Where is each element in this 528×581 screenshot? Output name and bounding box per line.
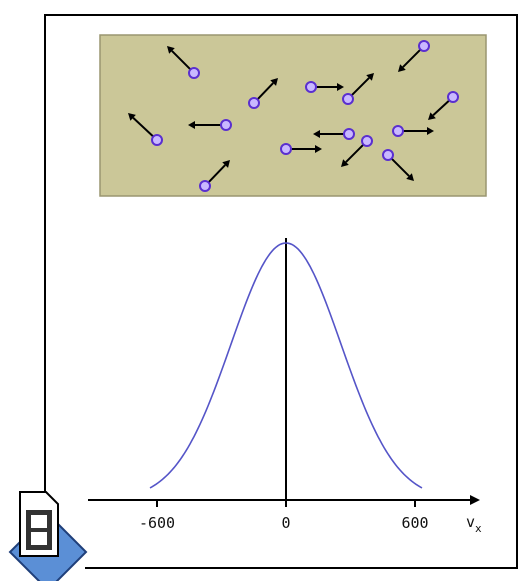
molecule — [188, 67, 200, 79]
arrow-head — [270, 78, 278, 86]
icon-frame — [31, 532, 47, 545]
molecule — [220, 119, 232, 131]
molecule — [305, 81, 317, 93]
molecule — [418, 40, 430, 52]
velocity-arrow — [390, 157, 410, 177]
distribution-curve — [149, 242, 423, 489]
velocity-arrow — [171, 50, 192, 71]
gas-box — [99, 34, 487, 197]
molecule — [361, 135, 373, 147]
arrow-head — [398, 64, 406, 72]
velocity-arrow — [402, 48, 422, 68]
molecule — [151, 134, 163, 146]
arrow-head — [406, 173, 414, 181]
molecule — [280, 143, 292, 155]
velocity-arrow — [132, 117, 155, 138]
molecule — [342, 93, 354, 105]
molecule — [199, 180, 211, 192]
molecule — [343, 128, 355, 140]
x-axis-arrow — [470, 495, 480, 505]
x-tick-label: 600 — [401, 514, 428, 532]
x-ticks: -600 0 600 — [139, 500, 429, 532]
molecule — [447, 91, 459, 103]
x-tick-label: -600 — [139, 514, 175, 532]
arrow-head — [128, 113, 136, 121]
velocity-arrow — [207, 164, 226, 184]
molecule — [392, 125, 404, 137]
arrow-head — [222, 160, 230, 168]
arrow-head — [341, 159, 349, 167]
arrow-head — [188, 121, 195, 129]
frame — [44, 14, 518, 570]
molecules — [128, 40, 459, 192]
arrow-head — [428, 112, 436, 120]
molecule — [382, 149, 394, 161]
velocity-arrow — [350, 77, 370, 97]
velocity-arrow — [345, 143, 365, 163]
arrow-head — [337, 83, 344, 91]
axis-label: vx — [466, 513, 482, 535]
arrow-head — [366, 73, 374, 81]
x-tick-label: 0 — [281, 514, 290, 532]
arrow-head — [313, 130, 320, 138]
velocity-arrow — [432, 99, 450, 116]
molecule — [248, 97, 260, 109]
icon-frame — [31, 515, 47, 528]
movie-icon — [8, 491, 88, 581]
arrow-head — [315, 145, 322, 153]
arrow-head — [427, 127, 434, 135]
arrow-head — [167, 46, 175, 54]
velocity-arrow — [256, 82, 274, 101]
